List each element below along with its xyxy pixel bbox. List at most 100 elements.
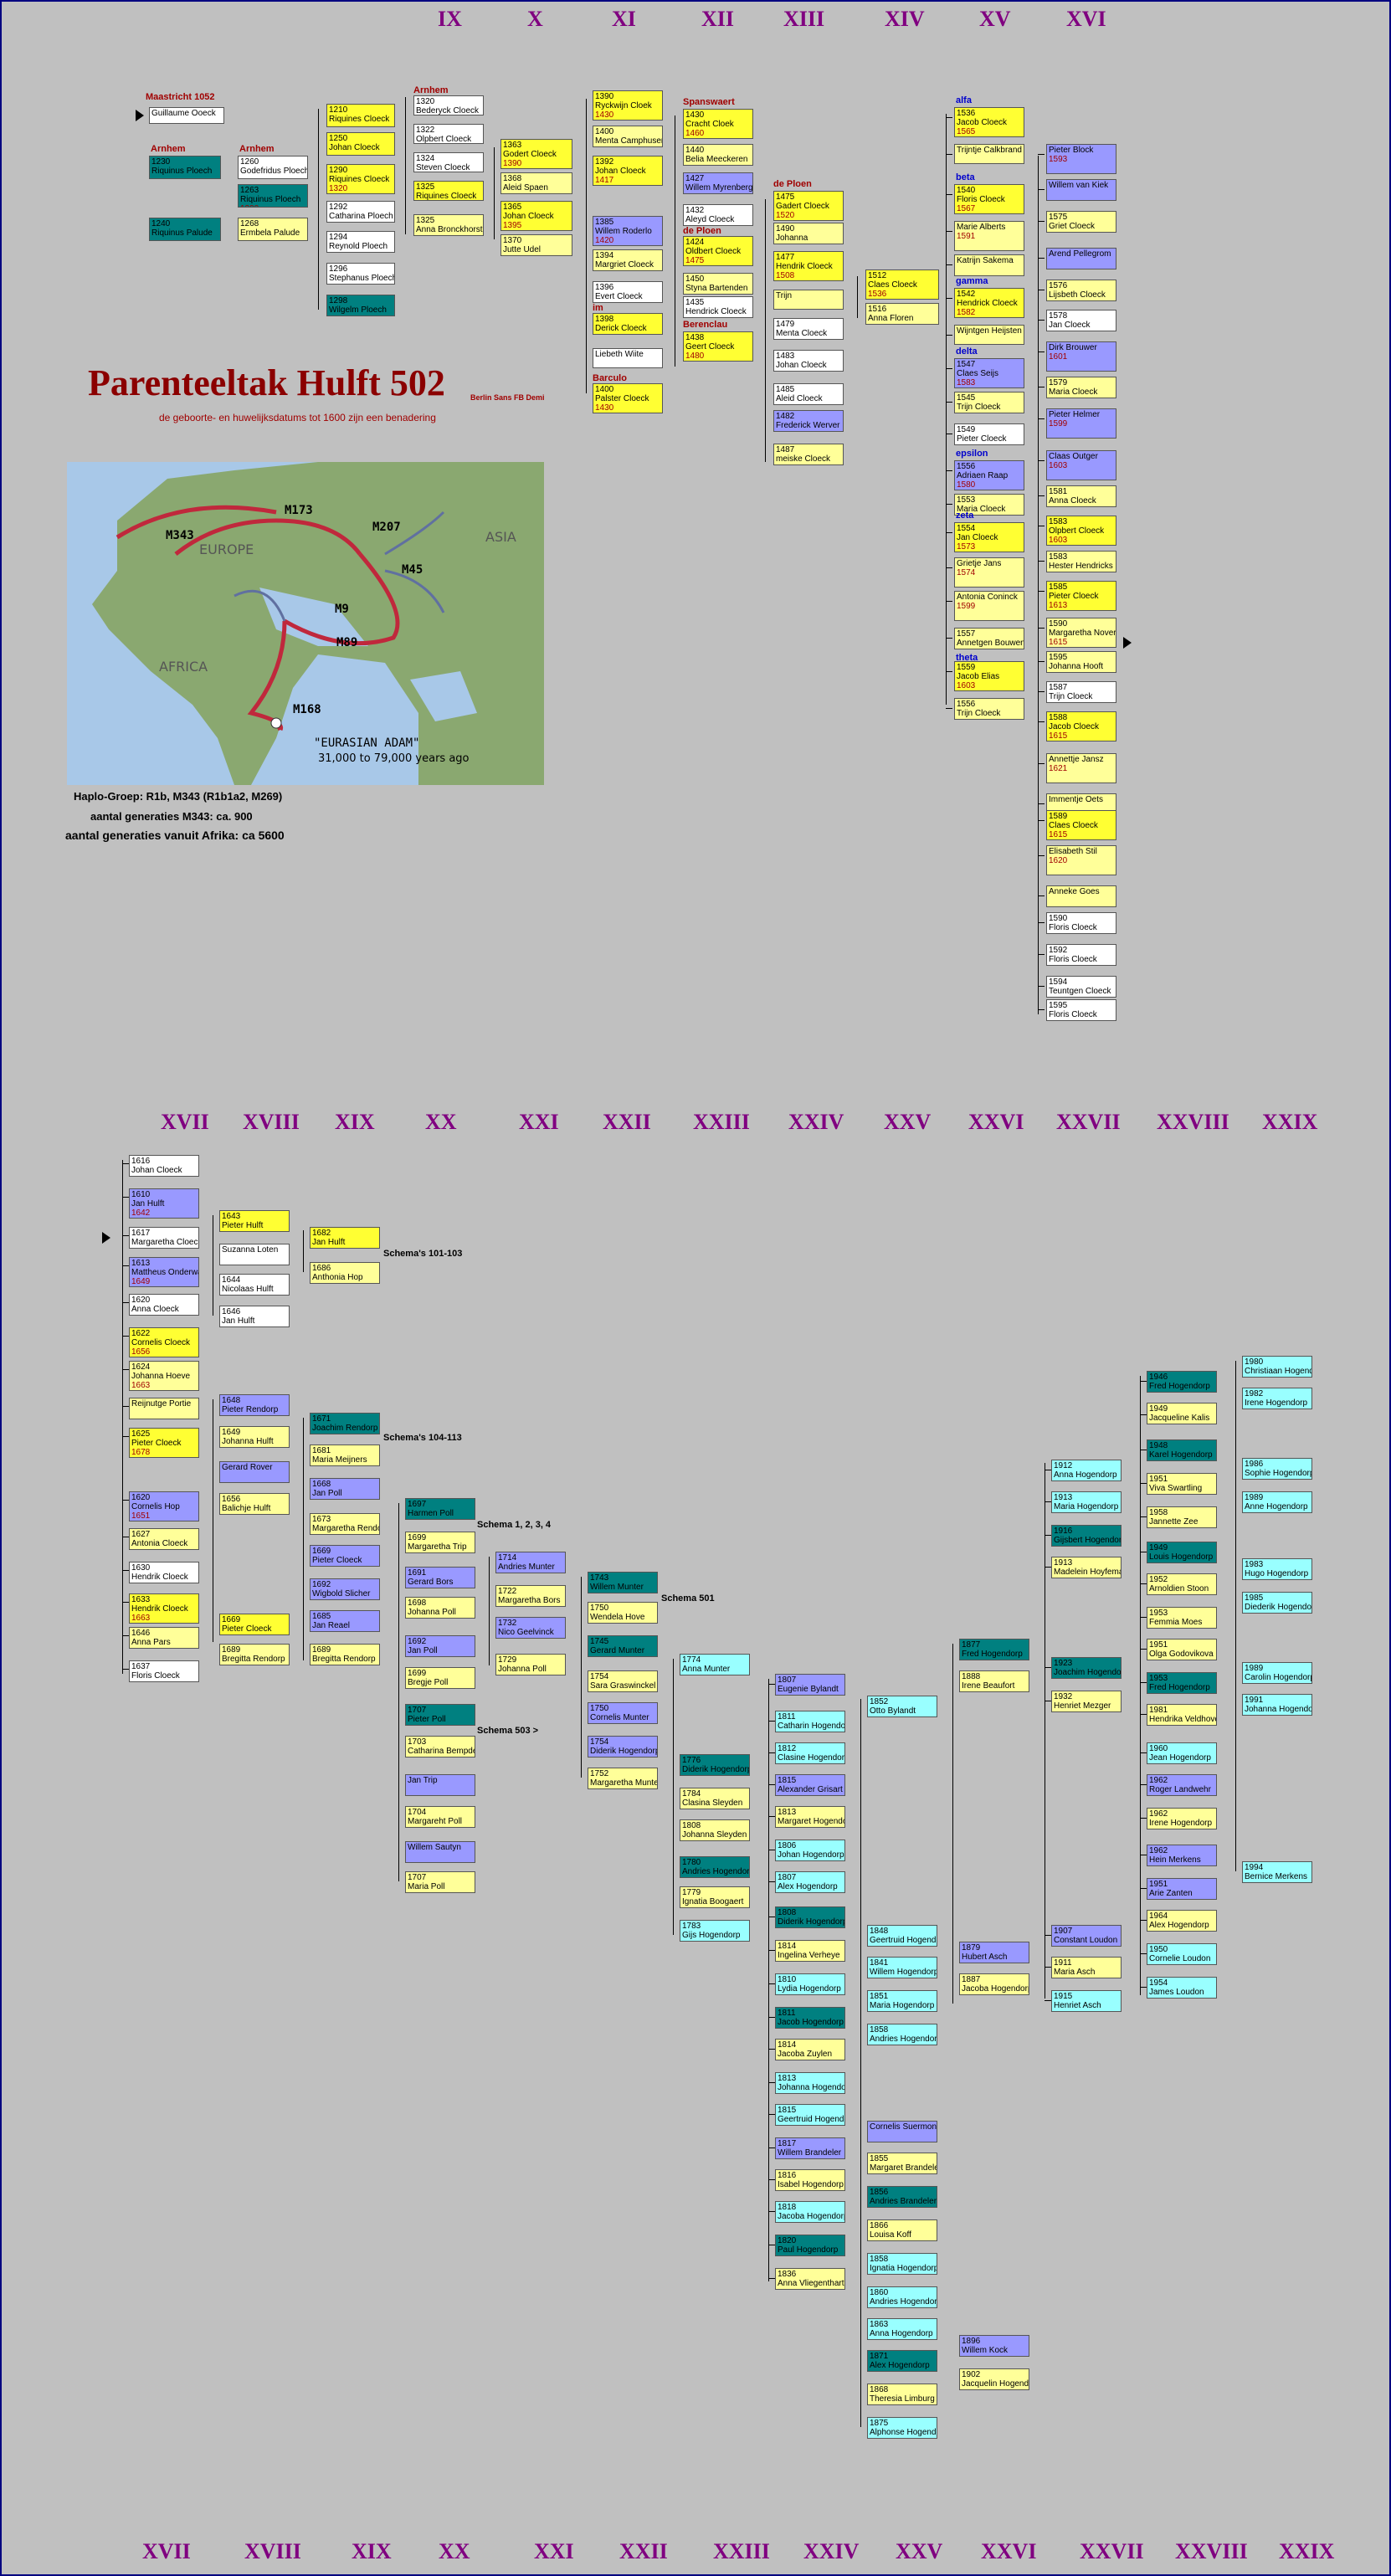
person-box[interactable]: 1714 Andries Munter — [495, 1552, 566, 1573]
schema-reference[interactable]: Schema 501 — [661, 1593, 715, 1604]
person-box[interactable]: 1620 Cornelis Hop 1651 — [129, 1491, 199, 1521]
person-box[interactable]: 1610 Jan Hulft 1642 — [129, 1188, 199, 1219]
person-box[interactable]: 1743 Willem Munter — [588, 1572, 658, 1593]
person-box[interactable]: 1668 Jan Poll — [310, 1478, 380, 1500]
person-box[interactable]: 1732 Nico Geelvinck — [495, 1617, 566, 1639]
person-box[interactable]: 1588 Jacob Cloeck 1615 — [1046, 711, 1116, 741]
person-box[interactable]: 1477 Hendrik Cloeck 1508 — [773, 251, 844, 281]
person-box[interactable]: 1958 Jannette Zee — [1147, 1506, 1217, 1528]
person-box[interactable]: 1553 Maria Cloeck — [954, 494, 1024, 516]
person-box[interactable]: Gerard Rover — [219, 1461, 290, 1483]
person-box[interactable]: 1625 Pieter Cloeck 1678 — [129, 1428, 199, 1458]
person-box[interactable]: 1483 Johan Cloeck — [773, 350, 844, 372]
person-box[interactable]: 1669 Pieter Cloeck — [219, 1614, 290, 1635]
person-box[interactable]: 1656 Balichje Hulft — [219, 1493, 290, 1515]
person-box[interactable]: 1952 Arnoldien Stoon — [1147, 1573, 1217, 1595]
person-box[interactable]: 1806 Johan Hogendorp — [775, 1840, 845, 1861]
person-box[interactable]: 1815 Alexander Grisart — [775, 1774, 845, 1796]
person-box[interactable]: 1691 Gerard Bors — [405, 1567, 475, 1588]
person-box[interactable]: 1818 Jacoba Hogendorp — [775, 2201, 845, 2223]
person-box[interactable]: 1587 Trijn Cloeck — [1046, 681, 1116, 703]
person-box[interactable]: 1669 Pieter Cloeck — [310, 1545, 380, 1567]
person-box[interactable]: 1689 Bregitta Rendorp — [310, 1644, 380, 1665]
person-box[interactable]: 1707 Pieter Poll — [405, 1704, 475, 1726]
person-box[interactable]: 1784 Clasina Sleyden — [680, 1788, 750, 1809]
person-box[interactable]: 1424 Oldbert Cloeck 1475 — [683, 236, 753, 266]
person-box[interactable]: 1860 Andries Hogendorp — [867, 2286, 937, 2308]
person-box[interactable]: 1704 Margareht Poll — [405, 1806, 475, 1828]
person-box[interactable]: 1913 Madelein Hoyfema — [1051, 1557, 1122, 1578]
person-box[interactable]: Jan Trip — [405, 1774, 475, 1796]
person-box[interactable]: 1547 Claes Seijs 1583 — [954, 358, 1024, 388]
person-box[interactable]: 1559 Jacob Elias 1603 — [954, 661, 1024, 691]
person-box[interactable]: Arend Pellegrom — [1046, 248, 1116, 269]
person-box[interactable]: 1298 Wilgelm Ploech — [326, 295, 395, 316]
person-box[interactable]: 1858 Ignatia Hogendorp — [867, 2253, 937, 2275]
person-box[interactable]: 1783 Gijs Hogendorp — [680, 1920, 750, 1942]
person-box[interactable]: Willem Sautyn — [405, 1841, 475, 1863]
person-box[interactable]: 1703 Catharina Bempde — [405, 1736, 475, 1758]
person-box[interactable]: 1671 Joachim Rendorp — [310, 1413, 380, 1434]
person-box[interactable]: Pieter Block 1593 — [1046, 144, 1116, 174]
person-box[interactable]: 1479 Menta Cloeck — [773, 318, 844, 340]
person-box[interactable]: 1877 Fred Hogendorp — [959, 1639, 1029, 1660]
person-box[interactable]: 1427 Willem Myrenberg — [683, 172, 753, 194]
person-box[interactable]: 1808 Johanna Sleyden — [680, 1819, 750, 1841]
person-box[interactable]: Reijnutge Portie — [129, 1398, 199, 1419]
person-box[interactable]: 1485 Aleid Cloeck — [773, 383, 844, 405]
person-box[interactable]: 1951 Arie Zanten — [1147, 1878, 1217, 1900]
person-box[interactable]: 1692 Jan Poll — [405, 1635, 475, 1657]
person-box[interactable]: 1590 Margaretha Nover 1615 — [1046, 618, 1116, 648]
person-box[interactable]: 1617 Margaretha Cloeck — [129, 1227, 199, 1249]
person-box[interactable]: Pieter Helmer 1599 — [1046, 408, 1116, 439]
person-box[interactable]: 1814 Ingelina Verheye — [775, 1940, 845, 1962]
person-box[interactable]: 1692 Wigbold Slicher — [310, 1578, 380, 1600]
person-box[interactable]: 1896 Willem Kock — [959, 2335, 1029, 2357]
person-box[interactable]: 1776 Diderik Hogendorp — [680, 1754, 750, 1776]
person-box[interactable]: 1646 Anna Pars — [129, 1627, 199, 1649]
person-box[interactable]: 1637 Floris Cloeck — [129, 1660, 199, 1682]
person-box[interactable]: 1750 Cornelis Munter — [588, 1702, 658, 1724]
person-box[interactable]: 1951 Viva Swartling — [1147, 1473, 1217, 1495]
person-box[interactable]: 1962 Irene Hogendorp — [1147, 1808, 1217, 1829]
person-box[interactable]: 1989 Anne Hogendorp — [1242, 1491, 1312, 1513]
person-box[interactable]: 1430 Cracht Cloek 1460 — [683, 109, 753, 139]
person-box[interactable]: 1630 Hendrik Cloeck — [129, 1562, 199, 1583]
person-box[interactable]: 1322 Olpbert Cloeck — [413, 124, 484, 144]
person-box[interactable]: Anneke Goes — [1046, 885, 1116, 907]
person-box[interactable]: Suzanna Loten — [219, 1244, 290, 1265]
person-box[interactable]: 1686 Anthonia Hop — [310, 1262, 380, 1284]
person-box[interactable]: 1855 Margaret Brandeler — [867, 2153, 937, 2174]
person-box[interactable]: 1516 Anna Floren — [865, 303, 939, 325]
person-box[interactable]: 1512 Claes Cloeck 1536 — [865, 269, 939, 300]
person-box[interactable]: 1363 Godert Cloeck 1390 — [500, 139, 572, 169]
person-box[interactable]: 1871 Alex Hogendorp — [867, 2350, 937, 2372]
person-box[interactable]: Willem van Kiek — [1046, 179, 1116, 201]
person-box[interactable]: 1557 Annetgen Bouwens — [954, 628, 1024, 649]
person-box[interactable]: Cornelis Suermond — [867, 2121, 937, 2142]
person-box[interactable]: 1589 Claes Cloeck 1615 — [1046, 810, 1116, 840]
person-box[interactable]: 1400 Menta Camphusen — [593, 126, 663, 147]
person-box[interactable]: 1866 Louisa Koff — [867, 2219, 937, 2241]
person-box[interactable]: 1754 Sara Graswinckel — [588, 1670, 658, 1692]
person-box[interactable]: Antonia Coninck 1599 — [954, 591, 1024, 621]
person-box[interactable]: Grietje Jans 1574 — [954, 557, 1024, 588]
person-box[interactable]: 1396 Evert Cloeck — [593, 281, 663, 303]
person-box[interactable]: 1644 Nicolaas Hulft — [219, 1274, 290, 1296]
person-box[interactable]: 1390 Ryckwijn Cloek 1430 — [593, 90, 663, 121]
person-box[interactable]: 1392 Johan Cloeck 1417 — [593, 156, 663, 186]
person-box[interactable]: 1949 Louis Hogendorp — [1147, 1542, 1217, 1563]
person-box[interactable]: 1814 Jacoba Zuylen — [775, 2039, 845, 2060]
person-box[interactable]: 1590 Floris Cloeck — [1046, 912, 1116, 934]
person-box[interactable]: 1817 Willem Brandeler — [775, 2137, 845, 2159]
person-box[interactable]: 1294 Reynold Ploech — [326, 231, 395, 253]
person-box[interactable]: 1440 Belia Meeckeren — [683, 144, 753, 166]
person-box[interactable]: 1989 Carolin Hogendorp — [1242, 1662, 1312, 1684]
person-box[interactable]: 1949 Jacqueline Kalis — [1147, 1403, 1217, 1424]
